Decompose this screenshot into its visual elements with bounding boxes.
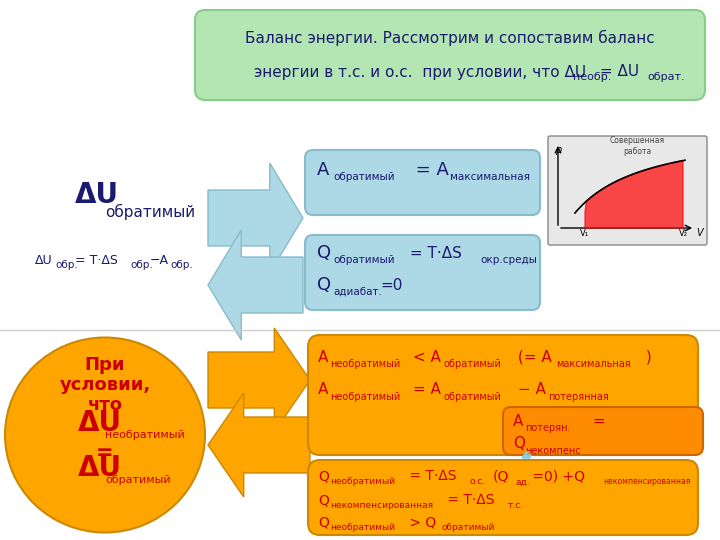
Text: > Q: > Q [405, 515, 436, 529]
Text: ΔU: ΔU [75, 181, 119, 209]
Text: Совершенная
работа: Совершенная работа [609, 136, 665, 156]
Text: Q: Q [318, 515, 329, 529]
Text: =0: =0 [380, 278, 402, 293]
Text: = A: = A [408, 382, 441, 397]
Text: p: p [555, 145, 561, 155]
Text: необр.: необр. [573, 72, 611, 82]
Text: A: A [318, 382, 328, 397]
Text: т.с.: т.с. [508, 502, 524, 510]
Text: = ΔU: = ΔU [595, 64, 639, 79]
Text: обр.: обр. [170, 260, 193, 270]
FancyBboxPatch shape [503, 407, 703, 455]
Text: Q: Q [318, 493, 329, 507]
Text: обратимый: обратимый [333, 172, 395, 182]
Text: = A: = A [410, 161, 449, 179]
FancyBboxPatch shape [308, 335, 698, 455]
Text: При: При [85, 356, 125, 374]
Text: потерян.: потерян. [525, 423, 570, 433]
Text: обрат.: обрат. [647, 72, 685, 82]
Text: обратимый: обратимый [443, 359, 501, 369]
Text: необратимый: необратимый [105, 430, 185, 440]
Text: ΔU: ΔU [78, 409, 122, 437]
Polygon shape [585, 160, 683, 228]
Text: некомпенсированная: некомпенсированная [330, 502, 433, 510]
Text: Q: Q [513, 436, 525, 451]
Text: максимальная: максимальная [556, 359, 631, 369]
Text: обратимый: обратимый [105, 204, 195, 220]
Text: −A: −A [150, 253, 169, 267]
Polygon shape [208, 328, 310, 432]
Text: A: A [513, 414, 523, 429]
Text: максимальная: максимальная [450, 172, 530, 182]
Text: адиабат.: адиабат. [333, 287, 382, 297]
Text: < A: < A [408, 349, 441, 364]
Text: обратимый: обратимый [105, 475, 171, 485]
Text: обратимый: обратимый [333, 255, 395, 265]
Ellipse shape [5, 338, 205, 532]
Text: о.с.: о.с. [470, 477, 486, 487]
Text: A: A [317, 161, 329, 179]
Text: энергии в т.с. и о.с.  при условии, что ΔU: энергии в т.с. и о.с. при условии, что Δ… [254, 64, 586, 79]
Polygon shape [208, 230, 303, 340]
FancyBboxPatch shape [308, 460, 698, 535]
Text: обратимый: обратимый [441, 523, 495, 532]
FancyBboxPatch shape [195, 10, 705, 100]
Text: некомпенсированная: некомпенсированная [603, 477, 690, 487]
Text: ΔU: ΔU [35, 253, 53, 267]
Text: необратимый: необратимый [330, 477, 395, 487]
Text: = T·ΔS: = T·ΔS [75, 253, 118, 267]
FancyBboxPatch shape [305, 235, 540, 310]
Text: V₂: V₂ [678, 228, 688, 238]
Text: ): ) [641, 349, 652, 364]
Text: =: = [588, 414, 606, 429]
FancyBboxPatch shape [548, 136, 707, 245]
Text: ΔU: ΔU [78, 454, 122, 482]
Text: необратимый: необратимый [330, 392, 400, 402]
Text: − A: − A [513, 382, 546, 397]
Polygon shape [208, 393, 310, 497]
Text: = T·ΔS: = T·ΔS [405, 246, 462, 260]
Text: A: A [318, 349, 328, 364]
Text: что: что [88, 396, 122, 414]
Text: Q: Q [317, 276, 331, 294]
Text: окр.среды: окр.среды [480, 255, 537, 265]
Text: Q: Q [318, 469, 329, 483]
Text: обратимый: обратимый [443, 392, 501, 402]
Text: условии,: условии, [59, 376, 150, 394]
Text: (= A: (= A [513, 349, 552, 364]
Text: Q: Q [317, 244, 331, 262]
Polygon shape [208, 163, 303, 273]
Text: необратимый: необратимый [330, 523, 395, 532]
Text: обр.: обр. [55, 260, 78, 270]
Text: некомпенс: некомпенс [525, 446, 580, 456]
Text: необратимый: необратимый [330, 359, 400, 369]
Text: V₁: V₁ [580, 228, 590, 238]
Text: обр.: обр. [130, 260, 153, 270]
Text: ад.: ад. [515, 477, 530, 487]
FancyBboxPatch shape [305, 150, 540, 215]
Text: = T·ΔS: = T·ΔS [405, 469, 456, 483]
Text: V: V [697, 228, 703, 238]
Text: (Q: (Q [493, 469, 509, 483]
Text: потерянная: потерянная [548, 392, 608, 402]
Text: =0) +Q: =0) +Q [528, 469, 585, 483]
Text: =: = [96, 443, 114, 463]
Text: = T·ΔS: = T·ΔS [443, 493, 495, 507]
Text: Баланс энергии. Рассмотрим и сопоставим баланс: Баланс энергии. Рассмотрим и сопоставим … [245, 30, 655, 46]
